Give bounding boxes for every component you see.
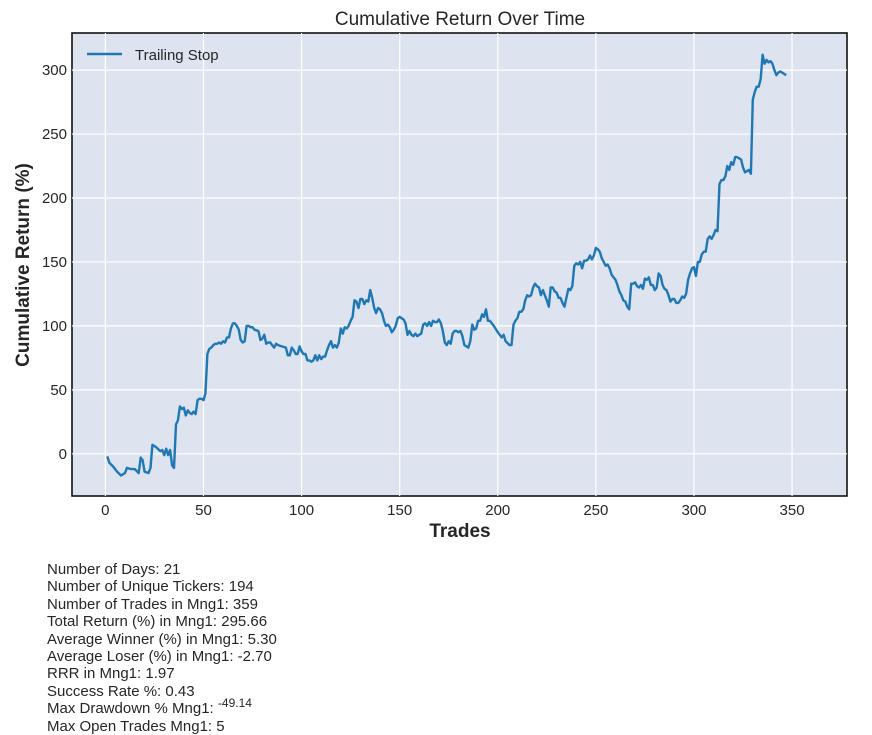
x-tick-label: 100 — [289, 502, 314, 519]
stat-line: Average Winner (%) in Mng1: 5.30 — [47, 630, 277, 648]
y-tick-label: 100 — [42, 318, 67, 335]
chart-title: Cumulative Return Over Time — [335, 9, 585, 30]
max-drawdown-value: -49.14 — [217, 696, 252, 711]
stat-line-max-drawdown: Max Drawdown % Mng1: -49.14 — [47, 697, 277, 718]
stat-line: RRR in Mng1: 1.97 — [47, 665, 175, 683]
max-drawdown-label: Max Drawdown % Mng1: — [47, 700, 214, 718]
y-tick-label: 50 — [50, 382, 67, 399]
stat-line-max-open-trades: Max Open Trades Mng1: 5 — [47, 717, 225, 735]
x-tick-label: 150 — [387, 502, 412, 519]
stats-panel: Number of Days: 21 Number of Unique Ticke… — [47, 561, 277, 735]
legend-label: Trailing Stop — [135, 47, 219, 64]
x-tick-label: 50 — [195, 502, 212, 519]
x-tick-label: 350 — [780, 502, 805, 519]
x-tick-label: 0 — [101, 502, 109, 519]
y-axis-ticks: 0 50 100 150 200 250 300 — [42, 62, 67, 463]
y-tick-label: 0 — [59, 446, 67, 463]
legend: Trailing Stop — [87, 47, 219, 64]
y-tick-label: 300 — [42, 62, 67, 79]
stat-line: Average Loser (%) in Mng1: -2.70 — [47, 648, 272, 666]
x-axis-label: Trades — [429, 521, 490, 542]
stat-line: Success Rate %: 0.43 — [47, 682, 195, 700]
x-tick-label: 250 — [583, 502, 608, 519]
x-tick-label: 300 — [681, 502, 706, 519]
stat-line: Number of Days: 21 — [47, 561, 181, 578]
x-tick-label: 200 — [485, 502, 510, 519]
stat-line: Total Return (%) in Mng1: 295.66 — [47, 613, 268, 631]
stat-line: Number of Trades in Mng1: 359 — [47, 595, 258, 613]
y-axis-label: Cumulative Return (%) — [13, 163, 34, 367]
stat-line: Number of Unique Tickers: 194 — [47, 578, 254, 596]
y-tick-label: 150 — [42, 254, 67, 271]
cumulative-return-chart: Cumulative Return Over Time 0 50 100 150 200… — [13, 9, 848, 542]
stats-lines: Number of Days: 21 Number of Unique Ticke… — [47, 561, 277, 700]
y-tick-label: 200 — [42, 190, 67, 207]
series-line-trailing-stop — [106, 53, 787, 477]
plot-area — [71, 32, 848, 497]
y-tick-label: 250 — [42, 126, 67, 143]
x-axis-ticks: 0 50 100 150 200 250 300 350 — [101, 502, 804, 519]
